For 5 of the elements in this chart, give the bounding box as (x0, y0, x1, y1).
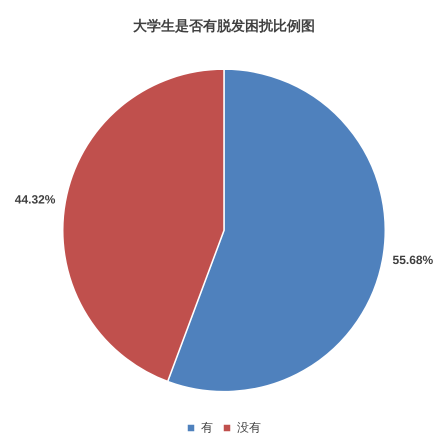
data-label: 55.68% (392, 253, 434, 268)
legend-label: 没有 (237, 420, 261, 434)
data-label: 44.32% (14, 192, 56, 206)
legend-label: 有 (201, 420, 213, 434)
chart-title: 大学生是否有脱发困扰比例图 (133, 17, 315, 34)
